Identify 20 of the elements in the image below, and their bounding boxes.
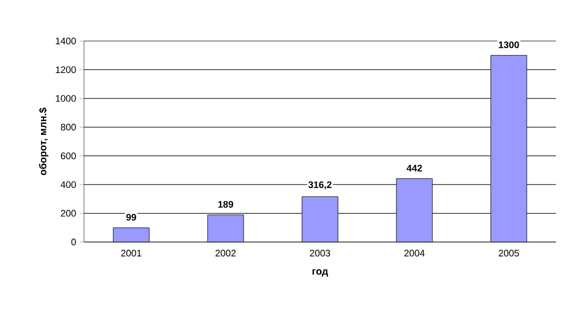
- data-label: 189: [218, 200, 234, 208]
- y-tick-label: 800: [60, 124, 76, 130]
- x-tick-label: 2005: [498, 250, 519, 256]
- data-label: 316,2: [308, 181, 332, 190]
- data-label: 99: [126, 214, 136, 221]
- y-tick-label: 200: [60, 210, 76, 217]
- x-tick-label: 2002: [216, 250, 236, 256]
- y-tick-label: 1200: [56, 66, 76, 74]
- y-tick-label: 400: [60, 181, 76, 188]
- x-tick-label: 2001: [121, 250, 142, 256]
- x-tick-label: 2004: [404, 250, 425, 256]
- y-tick-label: 1400: [56, 38, 76, 44]
- data-label: 442: [406, 164, 422, 172]
- y-tick-label: 0: [71, 238, 76, 246]
- y-tick-label: 600: [60, 152, 76, 160]
- y-axis-title: оборот, млн.$: [38, 108, 48, 176]
- y-tick-label: 1000: [56, 95, 76, 102]
- data-label: 1300: [498, 41, 519, 48]
- x-tick-label: 2003: [310, 250, 330, 256]
- x-axis-title: год: [312, 269, 328, 277]
